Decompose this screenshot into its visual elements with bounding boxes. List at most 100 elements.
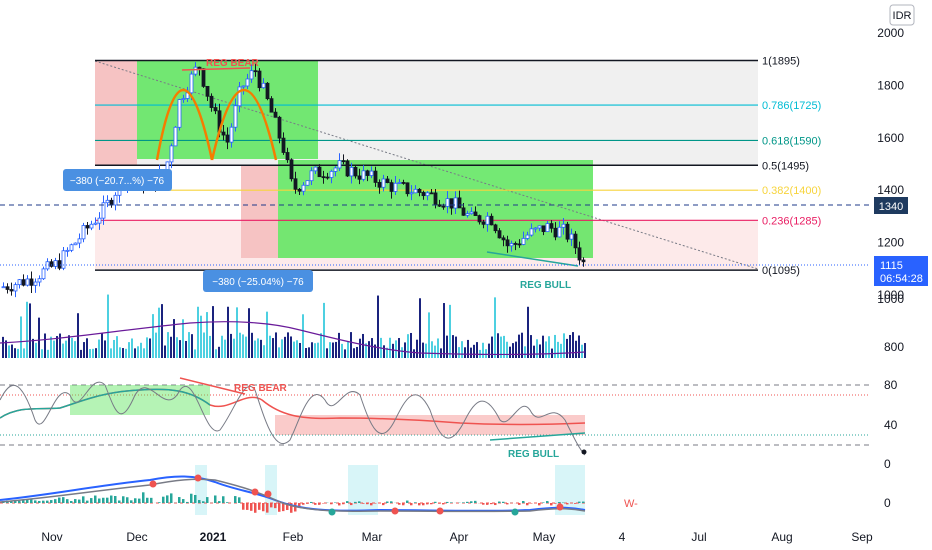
candle-body — [557, 226, 562, 238]
volume-bar — [263, 345, 265, 358]
candle-body — [269, 98, 274, 113]
macd-hist-bar — [398, 503, 401, 505]
x-tick-sep: Sep — [851, 530, 873, 544]
macd-hist-bar — [346, 501, 349, 503]
volume-bar — [323, 302, 325, 358]
macd-hist-bar — [74, 499, 77, 503]
reg-bear-osc-line — [179, 377, 246, 395]
volume-bar — [5, 340, 7, 358]
volume-bar — [584, 343, 586, 358]
macd-hist-bar — [146, 497, 149, 503]
volume-bar — [326, 348, 328, 358]
candle-body — [229, 126, 234, 143]
candle-body — [193, 66, 198, 75]
macd-hist-bar — [466, 501, 469, 503]
volume-bar — [524, 346, 526, 358]
rsi-marker-dot — [581, 449, 587, 455]
candle-body — [573, 233, 578, 249]
candle-body — [281, 137, 286, 153]
volume-bar — [215, 349, 217, 358]
macd-hist-bar — [390, 501, 393, 503]
macd-hist-bar — [158, 502, 161, 503]
candle-body — [109, 199, 114, 206]
macd-hist-bar — [254, 503, 257, 513]
volume-bar — [206, 312, 208, 358]
fib-levels: 1(1895) 0.786(1725) 0.618(1590) 0.5(1495) 0.… — [95, 56, 821, 277]
volume-bar — [209, 335, 211, 358]
candle-body — [289, 159, 294, 180]
volume-bar — [32, 338, 34, 358]
time-axis: Nov Dec 2021 Feb Mar Apr May 4 Jul Aug Sep — [41, 530, 873, 544]
volume-bar — [56, 336, 58, 358]
volume-bar — [182, 319, 184, 358]
volume-bar — [62, 343, 64, 358]
candle-body — [373, 170, 378, 183]
volume-bar — [41, 349, 43, 358]
candle-body — [205, 85, 210, 97]
macd-hist-bar — [86, 500, 89, 503]
macd-hist-bar — [418, 503, 421, 506]
macd-hist-bar — [150, 497, 153, 503]
macd-hist-bar — [470, 501, 473, 503]
volume-bar — [143, 348, 145, 358]
volume-bar — [485, 349, 487, 358]
volume-bar — [53, 340, 55, 358]
macd-hist-bar — [402, 503, 405, 506]
volume-bar — [296, 340, 298, 358]
macd-hist-bar — [90, 498, 93, 503]
volume-bar — [287, 332, 289, 358]
macd-hist-bar — [410, 503, 413, 506]
volume-bar — [491, 336, 493, 358]
y-tick-1600: 1600 — [877, 131, 904, 145]
candle-body — [537, 225, 542, 229]
candle-body — [541, 225, 546, 233]
volume-bar — [467, 339, 469, 358]
volume-bar — [533, 345, 535, 358]
macd-histogram — [2, 492, 585, 513]
y-tick-1400: 1400 — [877, 183, 904, 197]
volume-bar — [371, 338, 373, 358]
candle-body — [329, 170, 334, 178]
macd-hist-bar — [558, 502, 561, 503]
candle-body — [525, 234, 530, 239]
macd-hist-bar — [310, 501, 313, 503]
macd-hist-bar — [190, 493, 193, 503]
macd-hist-bar — [462, 502, 465, 503]
macd-hist-bar — [542, 502, 545, 503]
volume-bar — [332, 342, 334, 358]
candle-body — [93, 222, 98, 225]
macd-hist-bar — [450, 502, 453, 503]
candle-body — [513, 243, 518, 245]
fib-label-1: 0.786(1725) — [762, 100, 821, 112]
volume-bar — [284, 336, 286, 358]
macd-cross-1 — [149, 480, 157, 488]
volume-bar — [518, 334, 520, 358]
fib-label-2: 0.618(1590) — [762, 135, 821, 147]
macd-tick-0: 0 — [884, 496, 891, 510]
candle-body — [5, 286, 10, 290]
candle-body — [249, 70, 254, 80]
volume-bar — [377, 295, 379, 358]
candle-body — [341, 160, 346, 163]
macd-hist-bar — [66, 499, 69, 503]
candle-body — [237, 86, 242, 107]
volume-bar — [497, 333, 499, 358]
candle-body — [245, 78, 250, 87]
volume-bar — [173, 319, 175, 358]
macd-hist-bar — [282, 503, 285, 512]
candle-body — [385, 178, 390, 183]
y-tick-1800: 1800 — [877, 78, 904, 92]
volume-bar — [521, 332, 523, 358]
candle-body — [429, 192, 434, 195]
volume-bar — [89, 349, 91, 358]
volume-bar — [188, 332, 190, 358]
macd-hist-bar — [274, 503, 277, 509]
macd-hist-bar — [382, 503, 385, 506]
volume-bar — [431, 341, 433, 358]
candle-body — [85, 225, 90, 229]
macd-hist-bar — [306, 503, 309, 504]
volume-bar — [482, 342, 484, 358]
volume-bar — [104, 340, 106, 358]
volume-bar — [23, 348, 25, 358]
volume-bar — [386, 347, 388, 358]
